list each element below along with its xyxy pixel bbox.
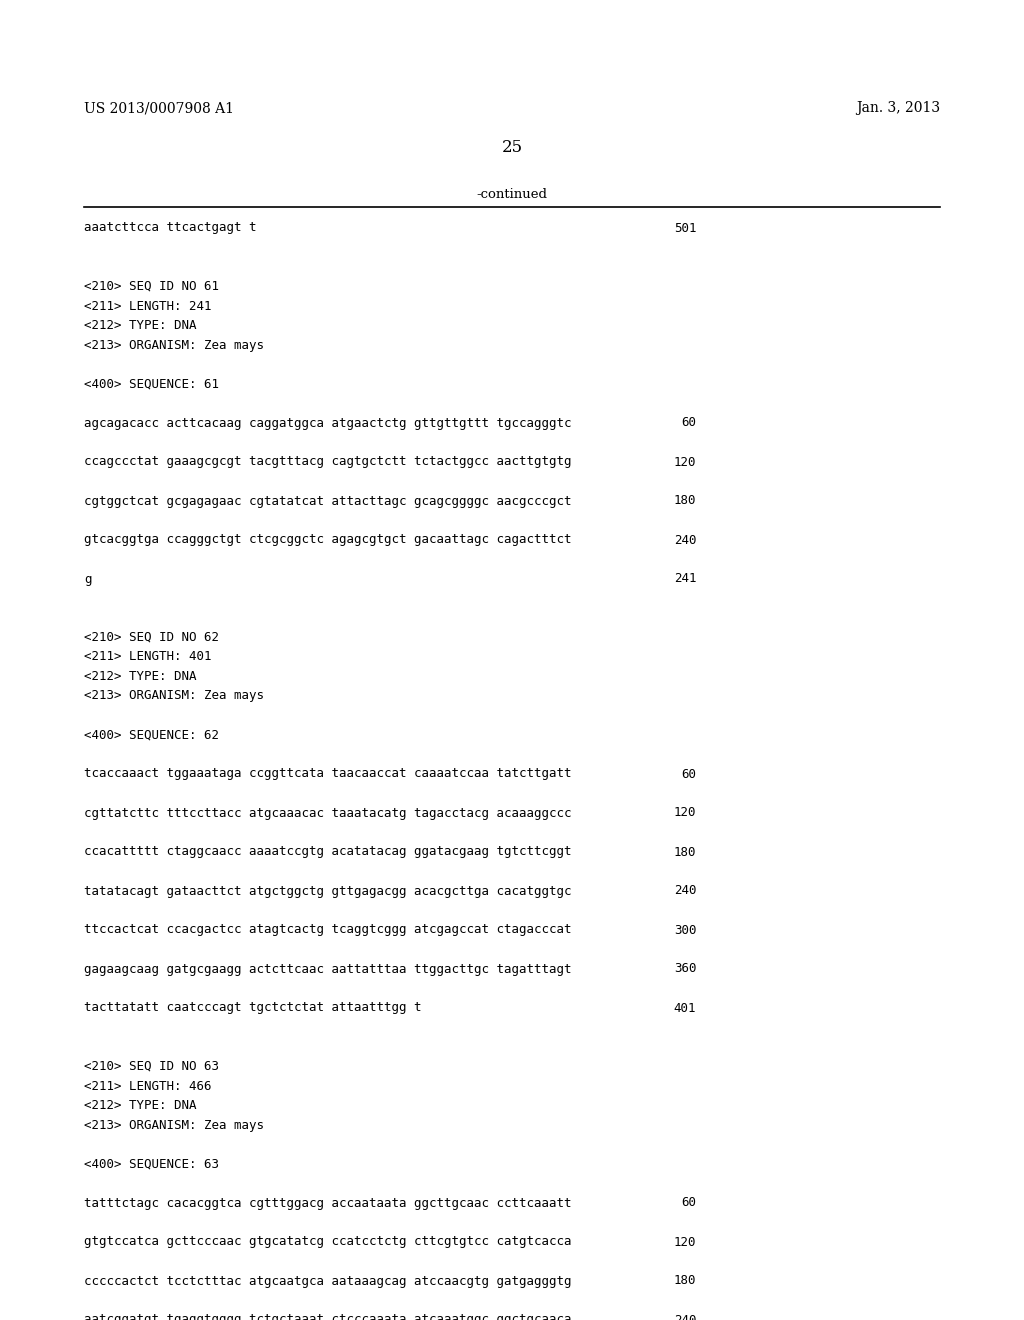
Text: <210> SEQ ID NO 61: <210> SEQ ID NO 61 <box>84 280 219 293</box>
Text: ccacattttt ctaggcaacc aaaatccgtg acatatacag ggatacgaag tgtcttcggt: ccacattttt ctaggcaacc aaaatccgtg acatata… <box>84 846 571 858</box>
Text: <211> LENGTH: 241: <211> LENGTH: 241 <box>84 300 212 313</box>
Text: <211> LENGTH: 401: <211> LENGTH: 401 <box>84 651 212 664</box>
Text: 300: 300 <box>674 924 696 936</box>
Text: 60: 60 <box>681 1196 696 1209</box>
Text: 60: 60 <box>681 767 696 780</box>
Text: cccccactct tcctctttac atgcaatgca aataaagcag atccaacgtg gatgagggtg: cccccactct tcctctttac atgcaatgca aataaag… <box>84 1275 571 1287</box>
Text: <210> SEQ ID NO 62: <210> SEQ ID NO 62 <box>84 631 219 644</box>
Text: 120: 120 <box>674 1236 696 1249</box>
Text: <400> SEQUENCE: 62: <400> SEQUENCE: 62 <box>84 729 219 742</box>
Text: gagaagcaag gatgcgaagg actcttcaac aattatttaa ttggacttgc tagatttagt: gagaagcaag gatgcgaagg actcttcaac aattatt… <box>84 962 571 975</box>
Text: <211> LENGTH: 466: <211> LENGTH: 466 <box>84 1080 212 1093</box>
Text: <400> SEQUENCE: 63: <400> SEQUENCE: 63 <box>84 1158 219 1171</box>
Text: 25: 25 <box>502 140 522 157</box>
Text: ttccactcat ccacgactcc atagtcactg tcaggtcggg atcgagccat ctagacccat: ttccactcat ccacgactcc atagtcactg tcaggtc… <box>84 924 571 936</box>
Text: tacttatatt caatcccagt tgctctctat attaatttgg t: tacttatatt caatcccagt tgctctctat attaatt… <box>84 1002 422 1015</box>
Text: 241: 241 <box>674 573 696 586</box>
Text: <400> SEQUENCE: 61: <400> SEQUENCE: 61 <box>84 378 219 391</box>
Text: 501: 501 <box>674 222 696 235</box>
Text: 401: 401 <box>674 1002 696 1015</box>
Text: <213> ORGANISM: Zea mays: <213> ORGANISM: Zea mays <box>84 338 264 351</box>
Text: 120: 120 <box>674 455 696 469</box>
Text: tcaccaaact tggaaataga ccggttcata taacaaccat caaaatccaa tatcttgatt: tcaccaaact tggaaataga ccggttcata taacaac… <box>84 767 571 780</box>
Text: tatatacagt gataacttct atgctggctg gttgagacgg acacgcttga cacatggtgc: tatatacagt gataacttct atgctggctg gttgaga… <box>84 884 571 898</box>
Text: aatcggatgt tgaggtgggg tctgctaaat ctcccaaata atcaaatggc ggctgcaaca: aatcggatgt tgaggtgggg tctgctaaat ctcccaa… <box>84 1313 571 1320</box>
Text: <213> ORGANISM: Zea mays: <213> ORGANISM: Zea mays <box>84 689 264 702</box>
Text: aaatcttcca ttcactgagt t: aaatcttcca ttcactgagt t <box>84 222 256 235</box>
Text: <213> ORGANISM: Zea mays: <213> ORGANISM: Zea mays <box>84 1118 264 1131</box>
Text: <212> TYPE: DNA: <212> TYPE: DNA <box>84 671 197 682</box>
Text: Jan. 3, 2013: Jan. 3, 2013 <box>856 102 940 115</box>
Text: tatttctagc cacacggtca cgtttggacg accaataata ggcttgcaac ccttcaaatt: tatttctagc cacacggtca cgtttggacg accaata… <box>84 1196 571 1209</box>
Text: <212> TYPE: DNA: <212> TYPE: DNA <box>84 319 197 333</box>
Text: 180: 180 <box>674 1275 696 1287</box>
Text: cgtggctcat gcgagagaac cgtatatcat attacttagc gcagcggggc aacgcccgct: cgtggctcat gcgagagaac cgtatatcat attactt… <box>84 495 571 507</box>
Text: gtgtccatca gcttcccaac gtgcatatcg ccatcctctg cttcgtgtcc catgtcacca: gtgtccatca gcttcccaac gtgcatatcg ccatcct… <box>84 1236 571 1249</box>
Text: 180: 180 <box>674 495 696 507</box>
Text: 180: 180 <box>674 846 696 858</box>
Text: <210> SEQ ID NO 63: <210> SEQ ID NO 63 <box>84 1060 219 1073</box>
Text: 60: 60 <box>681 417 696 429</box>
Text: g: g <box>84 573 91 586</box>
Text: 120: 120 <box>674 807 696 820</box>
Text: 240: 240 <box>674 1313 696 1320</box>
Text: <212> TYPE: DNA: <212> TYPE: DNA <box>84 1100 197 1111</box>
Text: ccagccctat gaaagcgcgt tacgtttacg cagtgctctt tctactggcc aacttgtgtg: ccagccctat gaaagcgcgt tacgtttacg cagtgct… <box>84 455 571 469</box>
Text: US 2013/0007908 A1: US 2013/0007908 A1 <box>84 102 233 115</box>
Text: gtcacggtga ccagggctgt ctcgcggctc agagcgtgct gacaattagc cagactttct: gtcacggtga ccagggctgt ctcgcggctc agagcgt… <box>84 533 571 546</box>
Text: 240: 240 <box>674 884 696 898</box>
Text: 240: 240 <box>674 533 696 546</box>
Text: agcagacacc acttcacaag caggatggca atgaactctg gttgttgttt tgccagggtc: agcagacacc acttcacaag caggatggca atgaact… <box>84 417 571 429</box>
Text: 360: 360 <box>674 962 696 975</box>
Text: -continued: -continued <box>476 189 548 202</box>
Text: cgttatcttc tttccttacc atgcaaacac taaatacatg tagacctacg acaaaggccc: cgttatcttc tttccttacc atgcaaacac taaatac… <box>84 807 571 820</box>
